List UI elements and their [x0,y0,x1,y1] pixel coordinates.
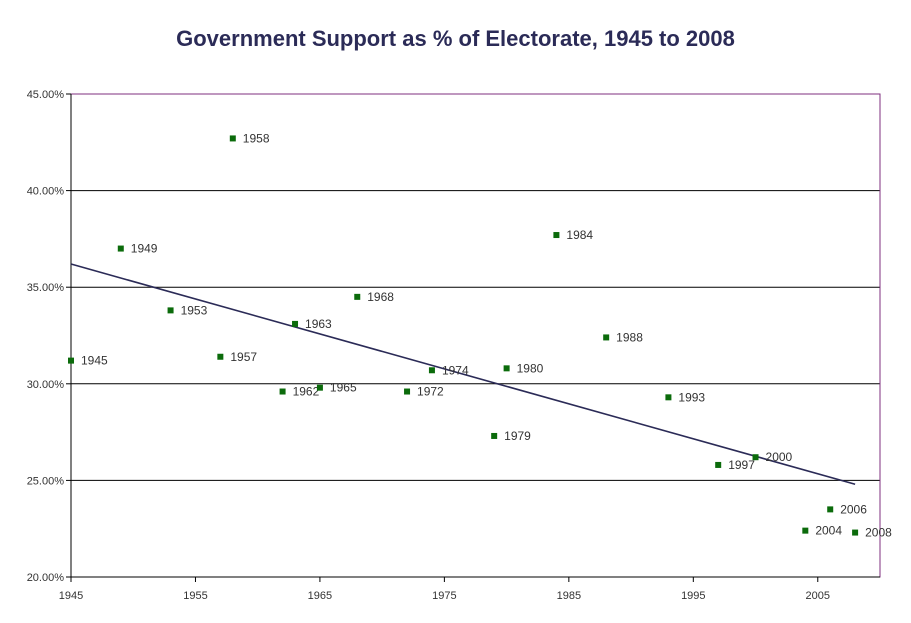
data-point-1953 [167,307,174,314]
data-label-1968: 1968 [367,290,394,304]
data-label-1963: 1963 [305,317,332,331]
data-point-2008 [852,529,859,536]
data-point-1997 [715,461,722,468]
x-tick-label-6: 2005 [806,590,830,602]
data-points: 1945 1949 1953 1957 1958 1962 1963 1965 1968 1972… [68,131,892,540]
data-point-2000 [752,454,759,461]
data-point-1972 [404,388,411,395]
data-point-1958 [229,135,236,142]
data-point-1984 [553,232,560,239]
y-tick-label-4: 40.00% [27,186,65,198]
data-point-2004 [802,527,809,534]
data-label-1979: 1979 [504,429,531,443]
y-tick-label-1: 25.00% [27,475,65,487]
data-label-1957: 1957 [230,350,257,364]
data-point-1957 [217,353,224,360]
data-label-1965: 1965 [330,381,357,395]
axes: 20.00% 25.00% 30.00% 35.00% 40.00% 45.00% 1945… [27,89,880,602]
trendline-layer [70,263,856,486]
data-point-1945 [68,357,74,364]
data-label-1949: 1949 [131,242,158,256]
data-label-1997: 1997 [728,458,755,472]
gridlines [71,190,880,481]
data-label-1984: 1984 [566,228,593,242]
data-point-1993 [665,394,672,401]
data-label-2000: 2000 [766,450,793,464]
data-point-1968 [354,293,361,300]
data-label-2008: 2008 [865,526,892,540]
y-tick-label-0: 20.00% [27,572,65,584]
data-label-1958: 1958 [243,131,270,145]
data-label-1962: 1962 [293,385,320,399]
data-point-1979 [491,432,498,439]
x-tick-label-3: 1975 [432,590,456,602]
x-tick-label-5: 1995 [681,590,705,602]
data-label-1993: 1993 [678,390,705,404]
data-label-1988: 1988 [616,330,643,344]
y-tick-label-2: 30.00% [27,379,65,391]
data-point-1963 [292,320,299,327]
data-label-1974: 1974 [442,363,469,377]
data-point-2006 [827,506,834,513]
data-point-1965 [316,384,323,391]
trendline [70,263,856,486]
data-label-1972: 1972 [417,385,444,399]
data-label-1953: 1953 [181,303,208,317]
data-point-1962 [279,388,286,395]
x-tick-label-4: 1985 [557,590,581,602]
y-tick-label-3: 35.00% [27,282,65,294]
x-tick-label-1: 1955 [183,590,207,602]
data-label-2006: 2006 [840,502,867,516]
plot-area-frame [70,93,881,578]
data-label-1980: 1980 [517,361,544,375]
data-point-1949 [117,245,124,252]
x-tick-label-2: 1965 [308,590,332,602]
data-point-1980 [503,365,510,372]
data-label-2004: 2004 [815,524,842,538]
data-label-1945: 1945 [81,354,108,368]
data-point-1988 [603,334,610,341]
y-tick-label-5: 45.00% [27,89,65,101]
x-tick-label-0: 1945 [59,590,83,602]
chart-title: Government Support as % of Electorate, 1… [176,26,735,51]
data-point-1974 [428,367,435,374]
